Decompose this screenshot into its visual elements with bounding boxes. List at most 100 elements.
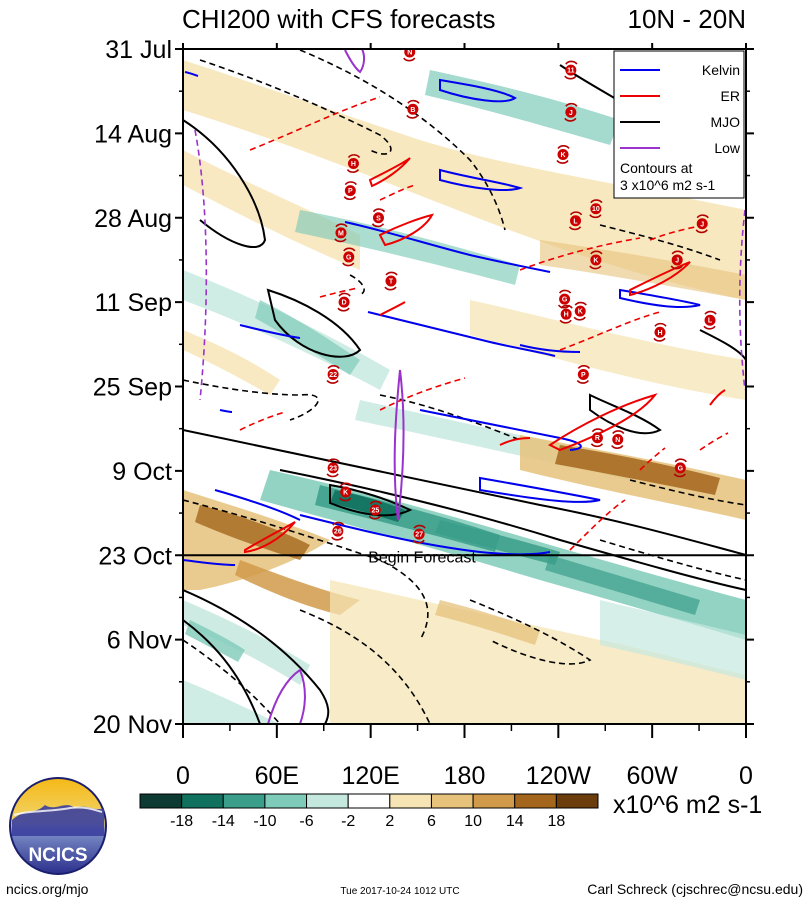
legend-box bbox=[613, 50, 745, 199]
storm-icon bbox=[407, 103, 419, 115]
storm-label: 10 bbox=[592, 206, 600, 213]
storm-swirl-bottom bbox=[371, 223, 385, 228]
storm-marker: K bbox=[573, 301, 587, 321]
storm-swirl-bottom bbox=[589, 265, 602, 270]
storm-icon bbox=[590, 203, 602, 215]
chart-title: CHI200 with CFS forecasts bbox=[182, 4, 496, 34]
storm-label: B bbox=[410, 107, 415, 114]
storm-swirl-top bbox=[405, 43, 416, 46]
colorbar-label: 18 bbox=[547, 813, 565, 830]
storm-swirl-bottom bbox=[412, 539, 425, 544]
storm-label: J bbox=[569, 110, 573, 117]
storm-markers: N 11 B J K H P 10 S L J M G K J T D G H K L H 22 P R N 23 G K 25 26 27 bbox=[326, 43, 717, 544]
storm-label: J bbox=[675, 257, 679, 264]
x-tick-label: 120E bbox=[341, 762, 399, 790]
legend: Kelvin ER MJO Low Contours at 3 x10^6 m2 s-… bbox=[613, 50, 745, 199]
storm-marker: J bbox=[564, 102, 578, 122]
colorbar-label: -2 bbox=[341, 813, 355, 830]
storm-swirl-top bbox=[343, 247, 356, 252]
storm-swirl-top bbox=[590, 250, 603, 255]
colorbar-label: -6 bbox=[299, 813, 313, 830]
colorbar-swatch bbox=[347, 793, 391, 809]
storm-icon bbox=[565, 64, 577, 76]
storm-swirl-bottom bbox=[703, 325, 716, 330]
colorbar-swatch bbox=[514, 793, 557, 809]
storm-marker: R bbox=[590, 428, 605, 448]
storm-swirl-top bbox=[413, 524, 426, 529]
storm-swirl-top bbox=[557, 145, 570, 150]
storm-icon bbox=[590, 254, 602, 266]
storm-icon bbox=[560, 308, 572, 320]
storm-icon bbox=[344, 185, 356, 197]
storm-label: P bbox=[581, 372, 586, 379]
storm-icon bbox=[591, 432, 603, 444]
colorbar-swatch bbox=[264, 793, 308, 809]
storm-swirl-bottom bbox=[576, 379, 589, 384]
storm-marker: 25 bbox=[368, 500, 383, 520]
storm-icon bbox=[372, 212, 384, 224]
storm-swirl-bottom bbox=[403, 57, 416, 62]
storm-icon bbox=[654, 326, 666, 338]
storm-icon bbox=[340, 486, 352, 498]
low-contours bbox=[267, 49, 405, 724]
storm-icon bbox=[327, 368, 339, 380]
storm-marker: L bbox=[568, 211, 583, 231]
storm-label: P bbox=[348, 188, 353, 195]
storm-swirl-top bbox=[612, 430, 625, 435]
legend-label-kelvin: Kelvin bbox=[702, 62, 740, 78]
logo-text: NCICS bbox=[28, 845, 87, 866]
storm-swirl-bottom bbox=[564, 75, 577, 80]
storm-icon bbox=[696, 218, 708, 230]
storm-swirl-top bbox=[696, 214, 709, 219]
storm-label: K bbox=[343, 489, 348, 496]
storm-swirl-bottom bbox=[573, 316, 586, 321]
storm-icon bbox=[612, 434, 624, 446]
chart-region: 10N - 20N bbox=[628, 4, 747, 34]
storm-label: N bbox=[615, 437, 620, 444]
storm-icon bbox=[347, 158, 359, 170]
storm-icon bbox=[335, 227, 347, 239]
storm-label: L bbox=[573, 218, 578, 225]
storm-marker: K bbox=[589, 250, 603, 270]
storm-label: 22 bbox=[329, 372, 337, 379]
storm-swirl-top bbox=[577, 365, 591, 369]
storm-marker: T bbox=[384, 271, 398, 291]
storm-icon bbox=[574, 305, 586, 317]
storm-marker: H bbox=[346, 154, 361, 173]
storm-label: K bbox=[560, 152, 565, 159]
storm-marker: P bbox=[343, 181, 358, 201]
storm-marker: N bbox=[611, 430, 625, 449]
storm-marker: K bbox=[338, 482, 353, 502]
mjo-contours bbox=[183, 64, 746, 724]
y-tick-label: 6 Nov bbox=[107, 627, 173, 655]
storm-label: T bbox=[389, 279, 394, 286]
storm-swirl-top bbox=[327, 365, 340, 369]
x-tick-label: 0 bbox=[739, 762, 753, 790]
storm-swirl-bottom bbox=[556, 159, 569, 164]
storm-label: 11 bbox=[567, 68, 575, 75]
storm-label: R bbox=[595, 435, 600, 442]
storm-swirl-top bbox=[372, 208, 386, 213]
storm-swirl-top bbox=[565, 102, 578, 107]
storm-swirl-top bbox=[590, 199, 603, 204]
storm-swirl-bottom bbox=[589, 214, 602, 219]
storm-icon bbox=[674, 462, 686, 474]
storm-label: G bbox=[346, 254, 352, 261]
storm-swirl-top bbox=[369, 500, 383, 505]
colorbar-swatch bbox=[222, 793, 266, 809]
y-tick-label: 14 Aug bbox=[94, 120, 172, 148]
y-tick-label: 28 Aug bbox=[94, 205, 172, 233]
storm-swirl-top bbox=[591, 428, 605, 433]
storm-swirl-bottom bbox=[338, 497, 352, 502]
storm-swirl-bottom bbox=[343, 196, 356, 201]
legend-label-mjo: MJO bbox=[710, 114, 740, 130]
storm-label: 23 bbox=[329, 465, 337, 472]
storm-marker: S bbox=[371, 208, 386, 228]
storm-label: S bbox=[376, 215, 381, 222]
storm-marker: K bbox=[556, 145, 570, 164]
storm-swirl-bottom bbox=[568, 226, 582, 231]
legend-note-line1: Contours at bbox=[620, 160, 692, 176]
storm-swirl-top bbox=[558, 289, 572, 294]
storm-swirl-top bbox=[332, 521, 345, 526]
